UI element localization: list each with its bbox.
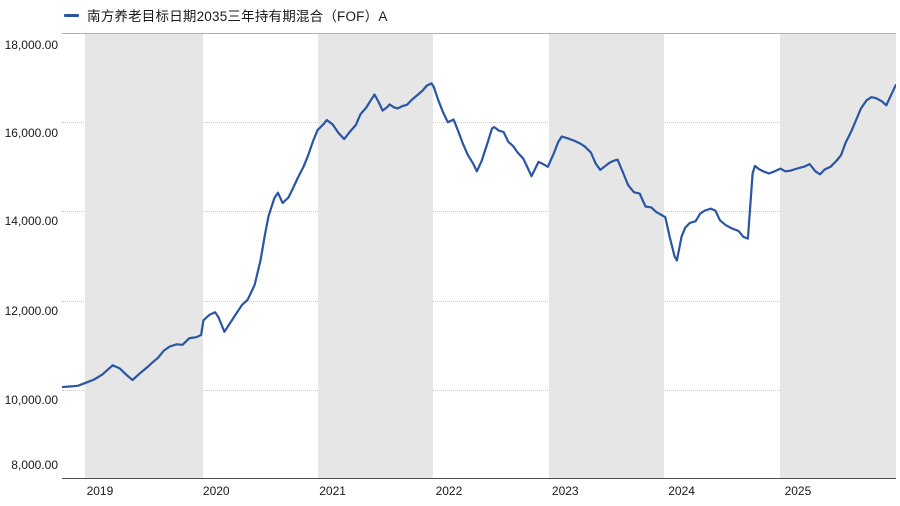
x-axis-label-2022: 2022: [435, 484, 463, 498]
year-band: [549, 34, 665, 478]
y-axis-label-8000: 8,000.00: [11, 458, 58, 472]
y-axis-label-10000: 10,000.00: [4, 392, 58, 407]
fund-nav-line: [62, 82, 896, 389]
gridline-12000: [62, 300, 896, 302]
legend: 南方养老目标日期2035三年持有期混合（FOF）A: [64, 6, 388, 24]
x-axis-label-2020: 2020: [202, 484, 230, 498]
x-axis-label-2023: 2023: [551, 484, 579, 498]
top-gridline: [62, 33, 896, 34]
plot-area: [62, 33, 896, 479]
chart-canvas: [62, 82, 896, 389]
x-axis-line: [62, 478, 896, 479]
y-axis-label-18000: 18,000.00: [4, 38, 58, 52]
gridline-16000: [62, 122, 896, 124]
gridline-10000: [62, 389, 896, 391]
x-axis-label-2024: 2024: [668, 484, 695, 498]
x-axis-label-2021: 2021: [319, 484, 346, 498]
year-band: [317, 34, 433, 478]
y-axis-label-14000: 14,000.00: [4, 214, 58, 229]
y-axis-label-16000: 16,000.00: [4, 126, 58, 141]
y-axis-label-12000: 12,000.00: [4, 303, 58, 318]
series-line-marker-icon: [64, 13, 79, 17]
x-axis-label-2019: 2019: [86, 484, 114, 498]
year-band: [84, 34, 203, 478]
gridline-14000: [62, 211, 896, 213]
year-band: [780, 34, 896, 478]
series-legend-label: 南方养老目标日期2035三年持有期混合（FOF）A: [87, 9, 388, 24]
x-axis-label-2025: 2025: [784, 484, 812, 498]
